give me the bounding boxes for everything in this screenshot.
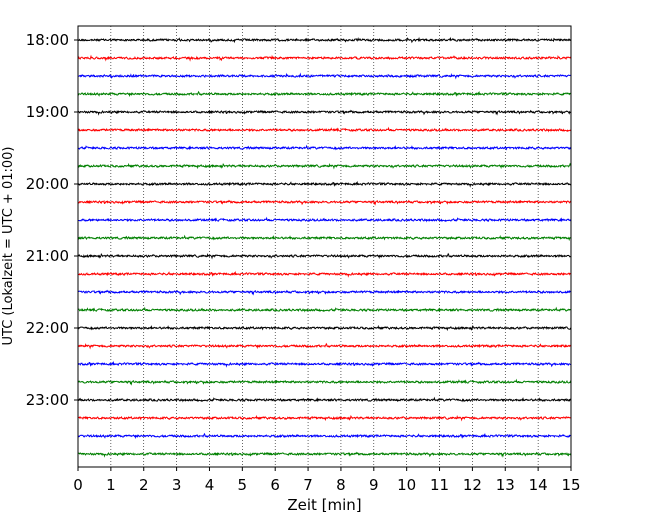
trace-line (77, 342, 572, 350)
trace-line (77, 90, 572, 98)
y-tick-label: 19:00 (26, 103, 69, 121)
x-tick-label: 2 (139, 476, 149, 494)
trace-line (77, 199, 572, 206)
y-tick-label: 18:00 (26, 31, 69, 49)
x-tick-label: 10 (397, 476, 416, 494)
y-tick-label: 22:00 (26, 319, 69, 337)
x-tick-label: 14 (529, 476, 548, 494)
x-tick-label: 0 (73, 476, 83, 494)
y-tick-label: 23:00 (26, 391, 69, 409)
x-tick-label: 3 (172, 476, 182, 494)
trace-line (77, 109, 572, 116)
trace-group (77, 36, 572, 458)
trace-line (77, 324, 572, 332)
trace-line (77, 252, 572, 260)
x-tick-label: 12 (463, 476, 482, 494)
trace-line (77, 396, 572, 403)
x-tick-label: 9 (369, 476, 379, 494)
trace-line (77, 162, 572, 170)
x-tick-label: 7 (303, 476, 313, 494)
plot-frame (77, 25, 572, 468)
x-tick-label: 8 (336, 476, 346, 494)
trace-line (77, 414, 572, 422)
x-tick-label: 5 (238, 476, 248, 494)
trace-line (77, 54, 572, 62)
x-axis-label: Zeit [min] (287, 496, 361, 514)
x-tick-label: 6 (270, 476, 280, 494)
x-tick-label: 11 (430, 476, 449, 494)
trace-line (77, 306, 572, 313)
trace-line (77, 234, 572, 242)
trace-line (77, 216, 572, 223)
trace-line (77, 451, 572, 458)
trace-line (77, 360, 572, 368)
trace-line (77, 72, 572, 80)
y-axis: 18:00 19:00 20:00 21:00 22:00 23:00 (26, 31, 78, 409)
trace-line (77, 289, 572, 296)
x-tick-label: 15 (561, 476, 580, 494)
trace-line (77, 432, 572, 440)
trace-line (77, 126, 572, 133)
x-tick-label: 4 (205, 476, 215, 494)
x-tick-label: 13 (496, 476, 515, 494)
trace-line (77, 378, 572, 386)
trace-line (77, 180, 572, 188)
y-axis-label: UTC (Lokalzeit = UTC + 01:00) (1, 147, 16, 346)
y-tick-label: 20:00 (26, 175, 69, 193)
y-tick-label: 21:00 (26, 247, 69, 265)
trace-line (77, 36, 572, 44)
x-axis: 0 1 2 3 4 5 6 7 8 9 10 11 12 13 14 15 (73, 467, 581, 494)
x-tick-label: 1 (106, 476, 116, 494)
trace-line (77, 270, 572, 278)
trace-line (77, 144, 572, 151)
